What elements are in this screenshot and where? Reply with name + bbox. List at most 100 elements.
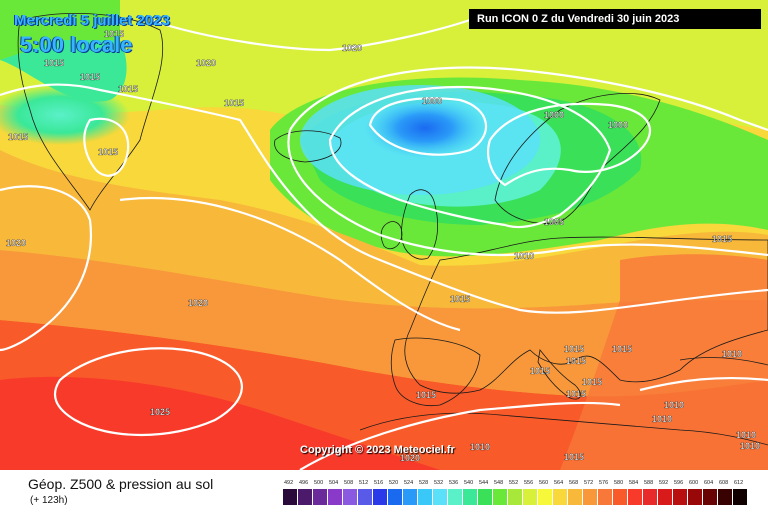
pressure-label: 1005 bbox=[544, 217, 564, 227]
weather-map: 1015 1015 1015 1015 1015 1015 1020 1020 … bbox=[0, 0, 768, 470]
legend-color-swatch bbox=[298, 489, 312, 505]
legend-tick-label: 560 bbox=[539, 480, 548, 486]
legend-tick-label: 496 bbox=[299, 480, 308, 486]
legend-color-swatch bbox=[343, 489, 357, 505]
isobar-1015-greenland bbox=[83, 117, 130, 177]
legend-color-swatch bbox=[703, 489, 717, 505]
legend-color-swatch bbox=[508, 489, 522, 505]
legend-tick-label: 592 bbox=[659, 480, 668, 486]
legend-color-swatch bbox=[583, 489, 597, 505]
pressure-label: 1010 bbox=[470, 442, 490, 452]
north-africa-outline bbox=[359, 412, 768, 446]
legend-color-swatch bbox=[478, 489, 492, 505]
continental-europe-outline bbox=[404, 236, 768, 394]
pressure-label: 1020 bbox=[342, 43, 362, 53]
legend-tick-label: 584 bbox=[629, 480, 638, 486]
legend-color-swatch bbox=[718, 489, 732, 505]
pressure-label: 1010 bbox=[652, 414, 672, 424]
pressure-label: 1015 bbox=[564, 344, 584, 354]
legend-tick-label: 564 bbox=[554, 480, 563, 486]
isobar-1010-southeast bbox=[639, 376, 768, 392]
legend-tick-label: 556 bbox=[524, 480, 533, 486]
isobar-1010 bbox=[287, 66, 768, 257]
pressure-label: 1015 bbox=[224, 98, 244, 108]
legend-tick-label: 504 bbox=[329, 480, 338, 486]
pressure-label: 1015 bbox=[530, 366, 550, 376]
legend-color-swatch bbox=[403, 489, 417, 505]
turkey-outline bbox=[679, 357, 768, 366]
pressure-label: 1010 bbox=[722, 349, 742, 359]
legend-color-swatch bbox=[448, 489, 462, 505]
isobar-1000-north-atlantic bbox=[368, 97, 488, 156]
legend-color-swatch bbox=[283, 489, 297, 505]
legend-color-swatch bbox=[598, 489, 612, 505]
isobar-1015-south bbox=[299, 401, 621, 470]
pressure-label: 1015 bbox=[450, 294, 470, 304]
legend-color-swatch bbox=[688, 489, 702, 505]
legend-color-swatch bbox=[433, 489, 447, 505]
geopotential-field bbox=[0, 0, 768, 470]
legend-tick-label: 500 bbox=[314, 480, 323, 486]
isobars bbox=[0, 18, 768, 470]
legend-tick-label: 588 bbox=[644, 480, 653, 486]
legend-tick-label: 512 bbox=[359, 480, 368, 486]
legend-color-swatch bbox=[313, 489, 327, 505]
forecast-date: Mercredi 5 juillet 2023 bbox=[14, 12, 170, 29]
pressure-label: 1000 bbox=[422, 96, 442, 106]
legend-color-swatch bbox=[673, 489, 687, 505]
legend-tick-label: 540 bbox=[464, 480, 473, 486]
pressure-label: 1015 bbox=[566, 389, 586, 399]
map-title: Géop. Z500 & pression au sol bbox=[28, 476, 214, 492]
pressure-label: 1015 bbox=[566, 356, 586, 366]
pressure-label: 1015 bbox=[582, 377, 602, 387]
legend-color-swatch bbox=[568, 489, 582, 505]
pressure-label: 1020 bbox=[196, 58, 216, 68]
legend-color-swatch bbox=[613, 489, 627, 505]
legend-color-swatch bbox=[628, 489, 642, 505]
legend-color-swatch bbox=[418, 489, 432, 505]
pressure-labels: 1015 1015 1015 1015 1015 1015 1020 1020 … bbox=[6, 29, 760, 463]
legend-tick-label: 612 bbox=[734, 480, 743, 486]
iberia-outline bbox=[390, 337, 481, 407]
legend-tick-label: 548 bbox=[494, 480, 503, 486]
legend-tick-label: 608 bbox=[719, 480, 728, 486]
legend-color-swatch bbox=[373, 489, 387, 505]
pressure-label: 1025 bbox=[150, 407, 170, 417]
pressure-label: 1020 bbox=[188, 298, 208, 308]
pressure-label: 1015 bbox=[712, 234, 732, 244]
legend-tick-label: 552 bbox=[509, 480, 518, 486]
legend-tick-label: 544 bbox=[479, 480, 488, 486]
model-run-banner: Run ICON 0 Z du Vendredi 30 juin 2023 bbox=[469, 9, 761, 29]
isobar-1015-north bbox=[0, 83, 768, 314]
pressure-label: 1010 bbox=[736, 430, 756, 440]
legend-color-swatch bbox=[493, 489, 507, 505]
pressure-label: 1020 bbox=[6, 238, 26, 248]
legend-tick-label: 532 bbox=[434, 480, 443, 486]
pressure-label: 1020 bbox=[400, 453, 420, 463]
pressure-label: 1015 bbox=[44, 58, 64, 68]
italy-outline bbox=[537, 349, 581, 400]
pressure-label: 1015 bbox=[564, 452, 584, 462]
legend-tick-label: 520 bbox=[389, 480, 398, 486]
legend-tick-label: 516 bbox=[374, 480, 383, 486]
pressure-label: 1010 bbox=[514, 251, 534, 261]
legend-tick-label: 568 bbox=[569, 480, 578, 486]
pressure-label: 1015 bbox=[416, 390, 436, 400]
color-scale-legend: 492 496 500 504 508 512 516 520 524 528 532 536 540 5… bbox=[283, 480, 747, 505]
forecast-time: 5:00 locale bbox=[20, 32, 133, 57]
pressure-label: 1000 bbox=[608, 120, 628, 130]
british-isles-outline bbox=[401, 189, 439, 260]
legend-tick-label: 600 bbox=[689, 480, 698, 486]
scandinavia-outline bbox=[494, 93, 661, 224]
legend-tick-label: 596 bbox=[674, 480, 683, 486]
pressure-label: 1015 bbox=[118, 84, 138, 94]
legend-color-swatch bbox=[553, 489, 567, 505]
isobar-1020-north bbox=[149, 18, 471, 52]
legend-tick-label: 580 bbox=[614, 480, 623, 486]
legend-tick-label: 508 bbox=[344, 480, 353, 486]
coastlines bbox=[17, 13, 768, 446]
pressure-label: 1015 bbox=[104, 29, 124, 39]
pressure-label: 1015 bbox=[98, 147, 118, 157]
pressure-label: 1015 bbox=[80, 72, 100, 82]
legend-tick-label: 576 bbox=[599, 480, 608, 486]
